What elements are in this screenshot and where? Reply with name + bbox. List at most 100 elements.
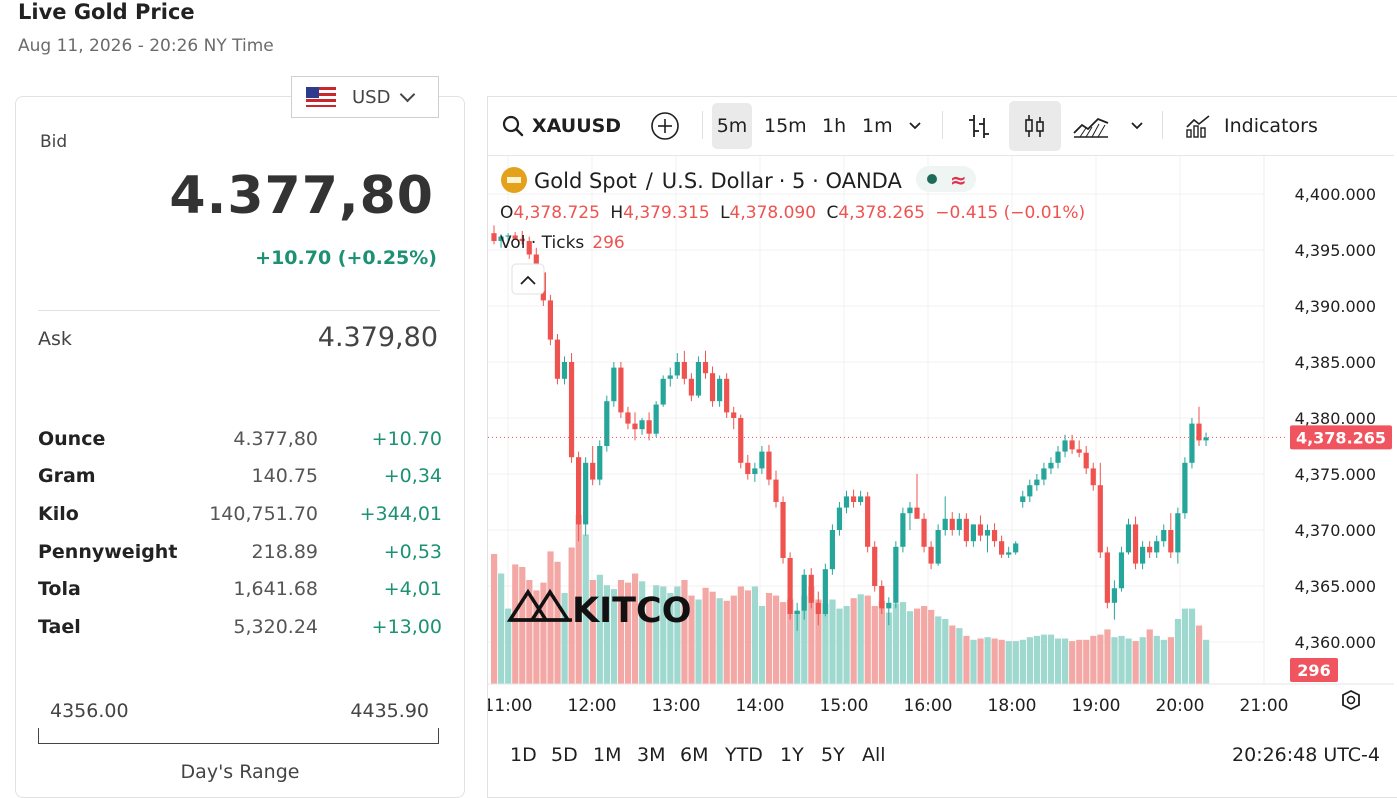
- candle-body: [590, 462, 596, 480]
- price-tick-label: 4,360.000: [1295, 633, 1376, 652]
- candle-body: [639, 420, 645, 430]
- volume-bar: [751, 586, 759, 684]
- candle-body: [709, 373, 716, 402]
- price-chart[interactable]: 4,400.000 4,395.000 4,390.000 4,385.000 4,38…: [488, 156, 1394, 724]
- candle-body: [554, 339, 561, 379]
- chart-settings-button[interactable]: [1342, 689, 1360, 711]
- currency-select[interactable]: USD: [291, 76, 439, 118]
- candle-body: [1027, 485, 1033, 497]
- candle-body: [660, 378, 666, 405]
- collapse-legend-button[interactable]: [511, 263, 545, 295]
- day-range-label: Day's Range: [180, 761, 300, 783]
- price-axis: 4,400.000 4,395.000 4,390.000 4,385.000 4,38…: [1295, 185, 1376, 652]
- volume-bar: [617, 580, 625, 684]
- unit-name: Kilo: [38, 502, 79, 525]
- candle-body: [717, 378, 723, 402]
- volume-bar: [1118, 635, 1125, 684]
- candle-style-button[interactable]: [1009, 101, 1061, 151]
- candle-body: [1069, 440, 1075, 450]
- legend-low: 4,378.090: [730, 203, 817, 223]
- chart-widget: [487, 96, 1397, 798]
- indicators-button[interactable]: Indicators: [1184, 97, 1318, 155]
- candle-body: [794, 610, 800, 614]
- bar-style-button[interactable]: [966, 97, 992, 155]
- legend-quote-name: U.S. Dollar: [662, 169, 773, 193]
- time-tick-label: 21:00: [1240, 696, 1289, 716]
- market-status-pill: [916, 166, 976, 192]
- volume-bar: [723, 600, 730, 684]
- volume-bar: [582, 534, 589, 684]
- volume-bar: [1076, 639, 1083, 684]
- candle-body: [1125, 524, 1132, 553]
- settings-icon: [1342, 689, 1360, 711]
- range-5y-button[interactable]: 5Y: [821, 744, 845, 766]
- candle-body: [1182, 462, 1188, 514]
- legend-h-label: H: [610, 203, 623, 223]
- range-6m-button[interactable]: 6M: [680, 744, 709, 766]
- volume-bar: [498, 573, 505, 684]
- volume-bar: [1167, 637, 1174, 684]
- volume-bar: [1019, 639, 1026, 684]
- time-tick-label: 14:00: [736, 696, 785, 716]
- candle-body: [526, 241, 532, 255]
- range-5d-button[interactable]: 5D: [551, 744, 578, 766]
- bid-label: Bid: [40, 132, 68, 152]
- chart-type-dropdown-button[interactable]: [1130, 97, 1144, 155]
- legend-close: 4,378.265: [838, 203, 925, 223]
- candle-body: [491, 233, 497, 242]
- candle-body: [928, 546, 934, 564]
- candle-body: [1203, 437, 1209, 441]
- candle-body: [956, 518, 962, 530]
- ask-price: 4.379,80: [317, 322, 438, 353]
- volume-bar: [568, 547, 575, 684]
- legend-detail: · 5 · OANDA: [779, 169, 903, 193]
- volume-bar: [991, 638, 998, 684]
- range-bar: 1D 5D 1M 3M 6M YTD 1Y 5Y All 20:26:48 UT…: [488, 724, 1394, 782]
- interval-dropdown-button[interactable]: [908, 97, 922, 155]
- unit-price: 140.75: [251, 465, 318, 488]
- volume-bar: [885, 612, 892, 684]
- interval-15m-button[interactable]: 15m: [764, 97, 807, 155]
- indicators-icon: [1186, 115, 1210, 138]
- volume-bar: [596, 574, 603, 684]
- interval-1m-button[interactable]: 1m: [862, 97, 893, 155]
- unit-price: 1,641.68: [233, 578, 318, 601]
- range-1y-button[interactable]: 1Y: [780, 744, 804, 766]
- unit-row-pennyweight: Pennyweight 218.89 +0,53: [38, 533, 442, 571]
- candle-body: [695, 362, 702, 396]
- range-1m-button[interactable]: 1M: [593, 744, 622, 766]
- candle-body: [907, 507, 913, 514]
- toolbar-separator: [1162, 111, 1163, 139]
- range-ytd-button[interactable]: YTD: [725, 744, 763, 766]
- range-all-button[interactable]: All: [862, 744, 886, 766]
- volume-bar: [829, 599, 836, 684]
- symbol-search-button[interactable]: XAUUSD: [502, 97, 621, 155]
- chevron-down-icon: [400, 86, 416, 102]
- candle-body: [1196, 423, 1202, 441]
- unit-row-tola: Tola 1,641.68 +4,01: [38, 570, 442, 608]
- legend-o-label: O: [500, 203, 513, 223]
- range-3m-button[interactable]: 3M: [637, 744, 666, 766]
- interval-5m-button[interactable]: 5m: [712, 103, 752, 149]
- unit-change: +0,53: [383, 540, 442, 563]
- candle-body: [836, 507, 843, 530]
- candle-body: [942, 518, 948, 530]
- price-tick-label: 4,375.000: [1295, 465, 1376, 484]
- candle-body: [1006, 552, 1012, 555]
- compare-button[interactable]: [650, 97, 680, 155]
- volume-bar: [914, 608, 921, 684]
- area-style-button[interactable]: [1072, 97, 1110, 155]
- range-1d-button[interactable]: 1D: [510, 744, 537, 766]
- volume-bar: [688, 595, 695, 684]
- volume-bar: [681, 580, 688, 684]
- unit-price: 4.377,80: [233, 427, 318, 450]
- candle-body: [646, 420, 652, 434]
- interval-1h-button[interactable]: 1h: [822, 97, 846, 155]
- time-tick-label: 16:00: [904, 696, 953, 716]
- kitco-logo: KITCO: [506, 588, 691, 631]
- legend-separator: /: [646, 169, 654, 193]
- candle-body: [1055, 451, 1061, 463]
- volume-bar: [1188, 608, 1196, 684]
- unit-price: 5,320.24: [233, 615, 318, 638]
- candle-body: [1090, 468, 1096, 486]
